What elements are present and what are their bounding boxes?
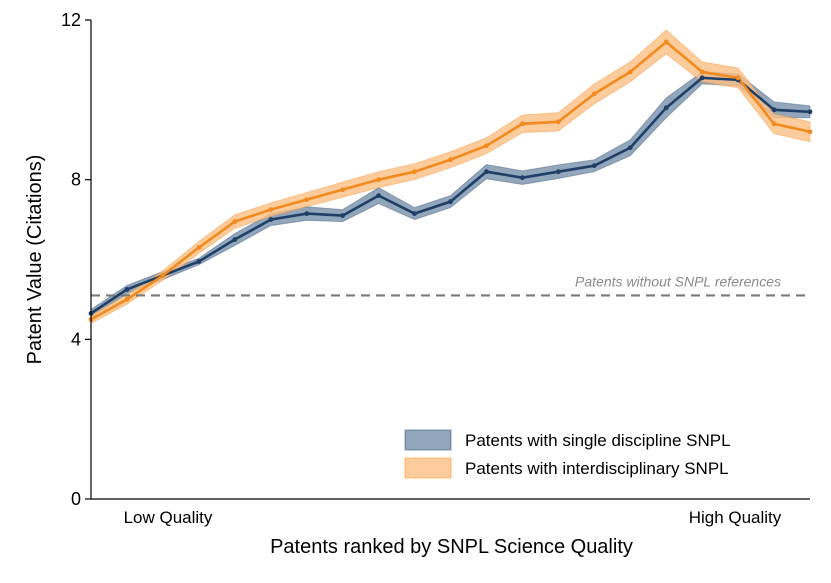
x-axis-title: Patents ranked by SNPL Science Quality xyxy=(270,536,633,558)
data-point-s1-10 xyxy=(448,157,453,163)
data-point-s0-12 xyxy=(520,175,525,181)
y-tick-label-4: 4 xyxy=(71,329,81,349)
data-point-s1-3 xyxy=(196,245,202,250)
confidence-band-1 xyxy=(90,29,811,325)
y-tick-label-0: 0 xyxy=(71,489,81,509)
legend-label-single-discipline: Patents with single discipline SNPL xyxy=(465,431,731,450)
data-point-s1-15 xyxy=(627,69,633,75)
data-point-s0-20 xyxy=(807,109,813,115)
data-point-s0-14 xyxy=(591,163,597,169)
data-point-s1-11 xyxy=(484,143,489,149)
data-point-s1-20 xyxy=(807,129,813,135)
y-axis-title: Patent Value (Citations) xyxy=(24,155,46,365)
data-point-s1-5 xyxy=(268,207,274,213)
data-point-s0-6 xyxy=(304,211,310,216)
data-point-s1-2 xyxy=(160,273,166,278)
data-point-s0-17 xyxy=(699,75,705,81)
data-point-s0-7 xyxy=(340,213,346,218)
data-point-s0-19 xyxy=(771,107,777,113)
data-point-s0-16 xyxy=(663,105,669,111)
data-point-s1-18 xyxy=(735,75,741,81)
x-low-quality-label: Low Quality xyxy=(124,508,213,527)
data-point-s0-1 xyxy=(124,287,130,292)
axes: 0 4 8 12 xyxy=(61,10,810,509)
data-point-s0-5 xyxy=(268,217,274,222)
data-point-s1-13 xyxy=(555,119,561,125)
axis-labels: Patents ranked by SNPL Science Quality P… xyxy=(24,155,782,558)
data-point-s1-1 xyxy=(124,297,130,302)
series-points xyxy=(88,39,813,322)
data-point-s1-4 xyxy=(232,219,238,224)
data-point-s0-8 xyxy=(376,193,381,199)
data-point-s0-10 xyxy=(448,199,453,205)
data-point-s1-6 xyxy=(304,197,310,203)
data-point-s0-11 xyxy=(484,169,489,175)
data-point-s1-19 xyxy=(771,121,777,127)
data-point-s0-9 xyxy=(412,211,417,216)
data-point-s0-4 xyxy=(232,237,238,242)
x-high-quality-label: High Quality xyxy=(689,508,782,527)
y-tick-label-8: 8 xyxy=(71,170,81,190)
legend-swatch-single-discipline xyxy=(404,429,452,451)
data-point-s1-17 xyxy=(699,69,705,75)
legend-label-interdisciplinary: Patents with interdisciplinary SNPL xyxy=(465,459,729,478)
y-tick-label-12: 12 xyxy=(61,10,81,30)
data-point-s1-9 xyxy=(412,169,417,175)
data-point-s0-15 xyxy=(627,145,633,151)
legend-swatch-interdisciplinary xyxy=(404,457,452,479)
confidence-band-0 xyxy=(90,71,811,319)
data-point-s1-12 xyxy=(520,121,525,127)
data-point-s1-16 xyxy=(663,39,669,45)
data-point-s1-8 xyxy=(376,177,381,183)
legend: Patents with single discipline SNPL Pate… xyxy=(404,429,731,479)
reference-line-label: Patents without SNPL references xyxy=(575,273,781,289)
data-point-s1-7 xyxy=(340,187,346,193)
data-point-s0-3 xyxy=(196,259,202,264)
data-point-s1-14 xyxy=(591,91,597,97)
data-point-s0-13 xyxy=(555,169,561,175)
confidence-bands xyxy=(90,29,811,325)
